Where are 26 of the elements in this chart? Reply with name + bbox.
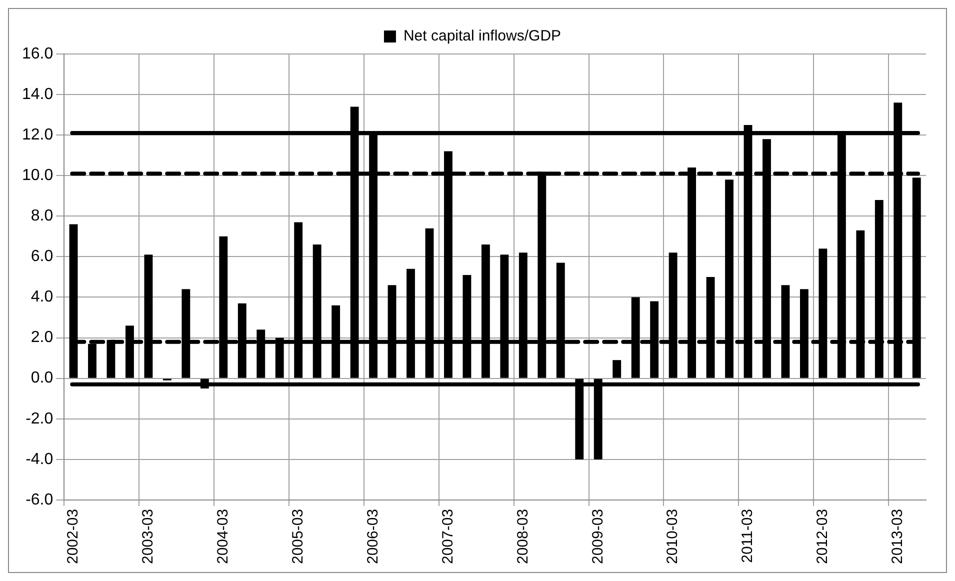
x-tick-label: 2005-03	[289, 508, 306, 564]
y-tick-label: -4.0	[26, 450, 54, 468]
x-tick-label: 2004-03	[214, 508, 232, 564]
y-tick-label: 12.0	[22, 126, 54, 144]
legend-label: Net capital inflows/GDP	[403, 28, 562, 45]
x-tick-label: 2011-03	[739, 508, 756, 563]
bar	[612, 360, 622, 378]
x-tick-label: 2008-03	[514, 508, 532, 564]
y-tick-label: -6.0	[26, 491, 54, 508]
x-tick-label: 2013-03	[889, 508, 906, 564]
y-tick-label: 2.0	[30, 329, 54, 346]
y-tick-label: 0.0	[30, 370, 54, 387]
x-tick-label: 2009-03	[589, 508, 606, 564]
y-tick-label: 14.0	[22, 86, 54, 103]
x-tick-label: 2012-03	[814, 508, 832, 564]
y-tick-label: 16.0	[22, 45, 54, 62]
y-tick-label: 10.0	[22, 167, 54, 184]
x-tick-label: 2002-03	[64, 508, 82, 564]
x-tick-label: 2006-03	[364, 508, 382, 564]
y-tick-label: 8.0	[30, 208, 54, 225]
y-tick-label: 4.0	[30, 288, 54, 306]
y-tick-label: 6.0	[30, 248, 54, 266]
x-tick-label: 2007-03	[439, 508, 456, 564]
x-tick-label: 2010-03	[664, 508, 682, 564]
y-tick-label: -2.0	[26, 410, 54, 428]
x-tick-label: 2003-03	[140, 508, 157, 564]
